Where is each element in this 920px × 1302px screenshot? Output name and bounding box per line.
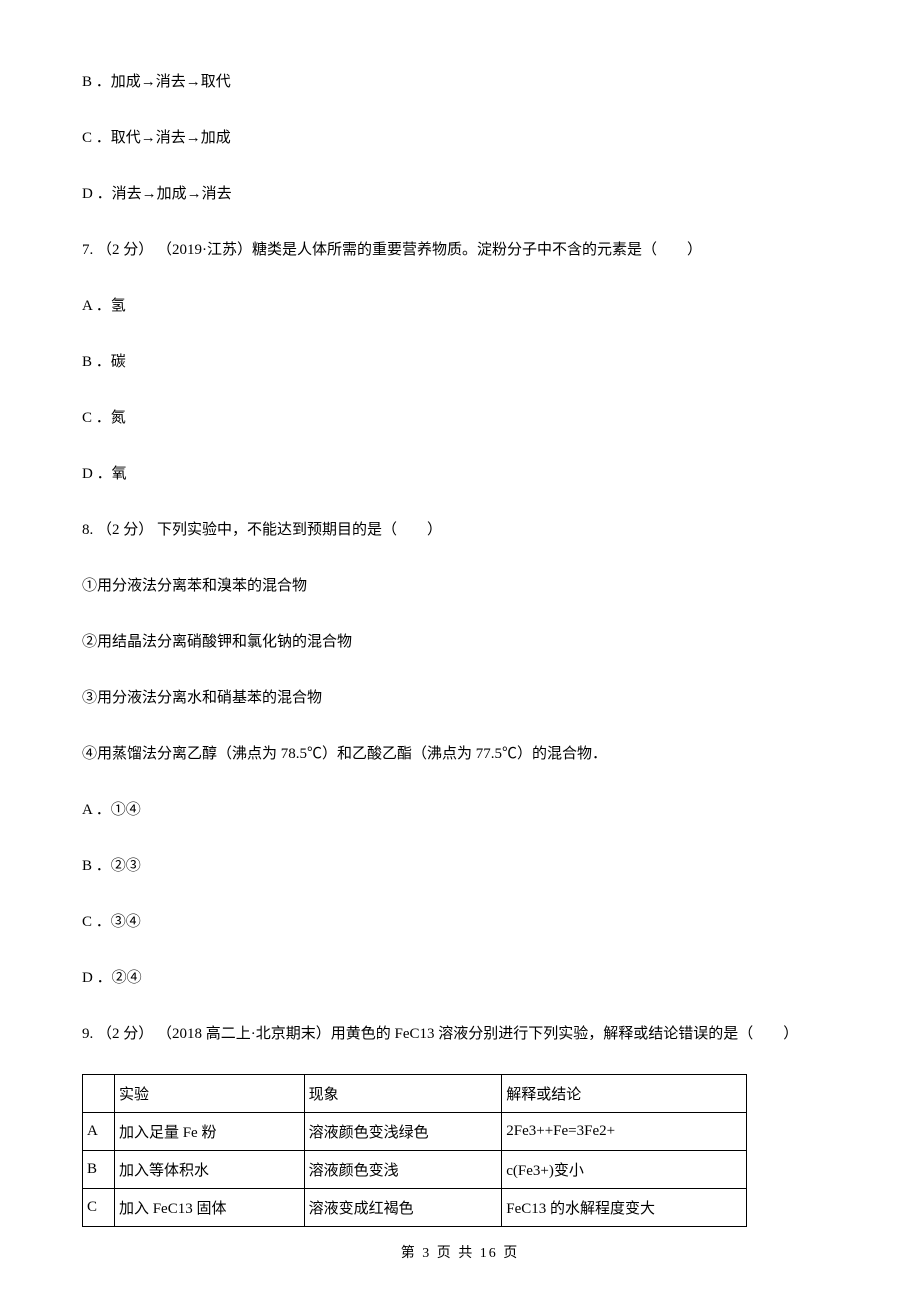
q7-option-a: A ．氢 [82,294,838,318]
table-header-1: 实验 [114,1075,304,1113]
table-cell: c(Fe3+)变小 [502,1151,747,1189]
table-cell: FeC13 的水解程度变大 [502,1189,747,1227]
q8-option-c: C ．③④ [82,910,838,934]
q6-option-d: D ．消去→加成→消去 [82,182,838,206]
table-header-2: 现象 [304,1075,502,1113]
table-header-0 [83,1075,115,1113]
q8-option-d: D ．②④ [82,966,838,990]
q7-stem: 7. （2 分） （2019·江苏）糖类是人体所需的重要营养物质。淀粉分子中不含… [82,238,838,262]
table-row: A 加入足量 Fe 粉 溶液颜色变浅绿色 2Fe3++Fe=3Fe2+ [83,1113,747,1151]
q9-table: 实验 现象 解释或结论 A 加入足量 Fe 粉 溶液颜色变浅绿色 2Fe3++F… [82,1074,747,1227]
q8-item-1: ①用分液法分离苯和溴苯的混合物 [82,574,838,598]
q6-option-b: B ．加成→消去→取代 [82,70,838,94]
q8-stem: 8. （2 分） 下列实验中，不能达到预期目的是（ ） [82,518,838,542]
q9-stem: 9. （2 分） （2018 高二上·北京期末）用黄色的 FeC13 溶液分别进… [82,1022,838,1046]
table-cell: C [83,1189,115,1227]
q8-option-b: B ．②③ [82,854,838,878]
table-header-3: 解释或结论 [502,1075,747,1113]
page-footer: 第 3 页 共 16 页 [0,1242,920,1262]
table-cell: 溶液颜色变浅 [304,1151,502,1189]
table-cell: 2Fe3++Fe=3Fe2+ [502,1113,747,1151]
table-row: C 加入 FeC13 固体 溶液变成红褐色 FeC13 的水解程度变大 [83,1189,747,1227]
table-cell: B [83,1151,115,1189]
q8-item-4: ④用蒸馏法分离乙醇（沸点为 78.5℃）和乙酸乙酯（沸点为 77.5℃）的混合物… [82,742,838,766]
table-cell: 加入 FeC13 固体 [114,1189,304,1227]
table-cell: A [83,1113,115,1151]
q8-item-2: ②用结晶法分离硝酸钾和氯化钠的混合物 [82,630,838,654]
q7-option-c: C ．氮 [82,406,838,430]
q8-item-3: ③用分液法分离水和硝基苯的混合物 [82,686,838,710]
table-cell: 加入等体积水 [114,1151,304,1189]
q8-option-a: A ．①④ [82,798,838,822]
table-cell: 加入足量 Fe 粉 [114,1113,304,1151]
table-cell: 溶液颜色变浅绿色 [304,1113,502,1151]
table-header-row: 实验 现象 解释或结论 [83,1075,747,1113]
q7-option-d: D ．氧 [82,462,838,486]
table-cell: 溶液变成红褐色 [304,1189,502,1227]
q7-option-b: B ．碳 [82,350,838,374]
table-row: B 加入等体积水 溶液颜色变浅 c(Fe3+)变小 [83,1151,747,1189]
q6-option-c: C ．取代→消去→加成 [82,126,838,150]
